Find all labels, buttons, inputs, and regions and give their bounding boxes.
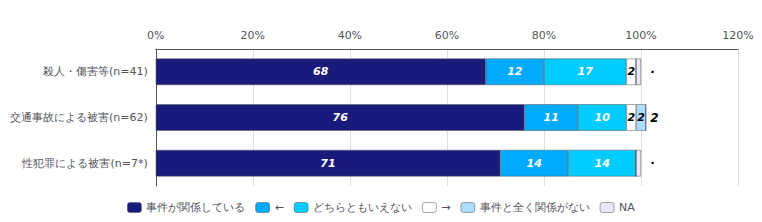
svg-text:68: 68 <box>313 65 329 78</box>
svg-text:60%: 60% <box>435 29 459 42</box>
svg-text:20%: 20% <box>241 29 265 42</box>
svg-text:NA: NA <box>619 201 635 214</box>
svg-text:·: · <box>650 156 655 170</box>
svg-text:120%: 120% <box>722 29 753 42</box>
svg-text:71: 71 <box>320 157 335 170</box>
svg-text:80%: 80% <box>532 29 556 42</box>
svg-text:性犯罪による被害(n=7*): 性犯罪による被害(n=7*) <box>21 157 147 170</box>
svg-text:40%: 40% <box>338 29 362 42</box>
svg-text:14: 14 <box>527 157 542 170</box>
svg-text:事件と全く関係がない: 事件と全く関係がない <box>480 201 590 214</box>
svg-text:どちらともいえない: どちらともいえない <box>313 201 412 214</box>
svg-text:←: ← <box>275 201 284 214</box>
svg-text:76: 76 <box>332 111 348 124</box>
svg-text:100%: 100% <box>625 29 656 42</box>
svg-text:12: 12 <box>507 65 523 78</box>
svg-text:11: 11 <box>544 111 559 124</box>
svg-text:2: 2 <box>627 65 635 78</box>
svg-text:2: 2 <box>627 111 635 124</box>
svg-text:17: 17 <box>578 65 594 78</box>
svg-text:事件が関係している: 事件が関係している <box>146 201 245 214</box>
svg-text:0%: 0% <box>147 29 164 42</box>
svg-text:→: → <box>441 201 450 214</box>
svg-text:·: · <box>650 65 655 79</box>
svg-text:14: 14 <box>594 157 609 170</box>
svg-text:交通事故による被害(n=62): 交通事故による被害(n=62) <box>10 111 148 124</box>
svg-text:10: 10 <box>594 111 610 124</box>
svg-text:殺人・傷害等(n=41): 殺人・傷害等(n=41) <box>43 65 148 78</box>
svg-text:2: 2 <box>650 111 658 125</box>
svg-text:2: 2 <box>637 111 645 124</box>
